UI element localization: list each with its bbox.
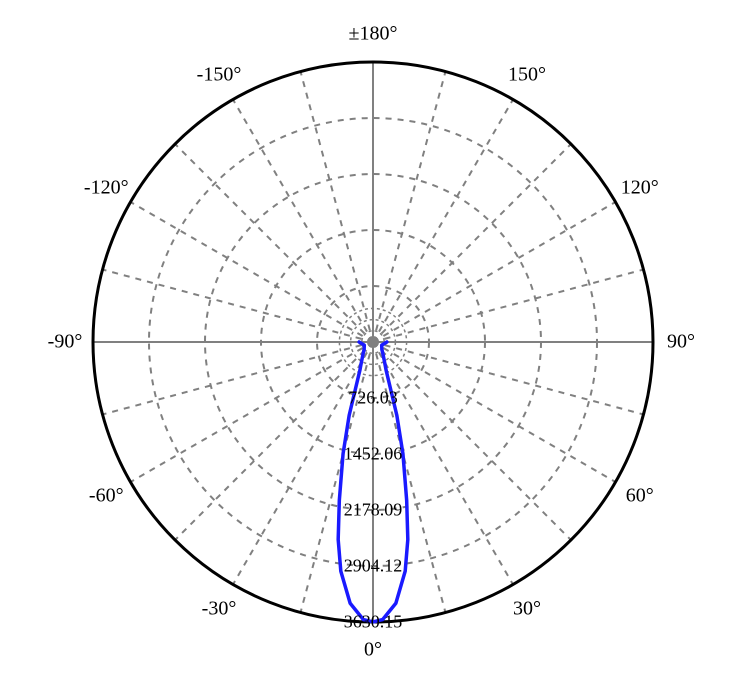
- radial-label: 3630.15: [344, 612, 403, 633]
- angle-label: -30°: [202, 597, 237, 620]
- angle-label: 30°: [513, 597, 541, 620]
- radial-label: 2904.12: [344, 556, 403, 577]
- chart-svg: [0, 0, 747, 684]
- angle-label: -60°: [89, 485, 124, 508]
- angle-label: -150°: [197, 64, 242, 87]
- radial-label: 2178.09: [344, 500, 403, 521]
- angle-label: ±180°: [349, 23, 398, 46]
- radial-label: 726.03: [348, 388, 398, 409]
- angle-label: -90°: [48, 331, 83, 354]
- radial-label: 1452.06: [344, 444, 403, 465]
- angle-label: -120°: [84, 177, 129, 200]
- polar-chart: 0° 30° 60° 90° 120° 150° ±180° -150° -120° -90° -6…: [0, 0, 747, 684]
- angle-label: 60°: [626, 485, 654, 508]
- angle-label: 90°: [667, 331, 695, 354]
- angle-label: 120°: [621, 177, 659, 200]
- angle-label: 0°: [364, 639, 382, 662]
- angle-label: 150°: [508, 64, 546, 87]
